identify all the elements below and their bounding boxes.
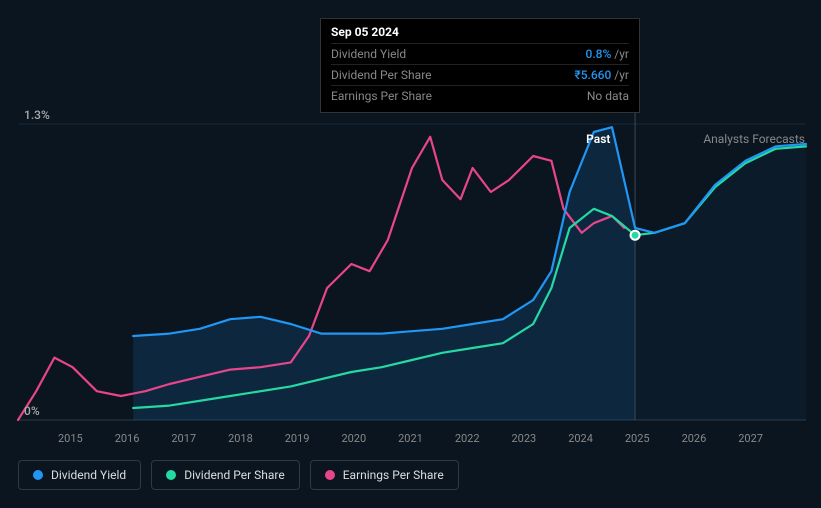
x-axis-tick-label: 2023 [512,432,537,445]
x-axis-tick-label: 2022 [455,432,480,445]
tooltip-row-value: 0.8% /yr [586,47,629,61]
legend-item-label: Earnings Per Share [343,468,444,482]
tooltip-row: Dividend Yield 0.8% /yr [331,43,629,64]
y-axis-min-label: 0% [24,404,40,418]
legend-dot-icon [33,470,43,480]
tooltip-row: Earnings Per Share No data [331,85,629,106]
tooltip-row-label: Dividend Yield [331,47,406,61]
cursor-dot-icon [631,231,640,240]
legend-item-label: Dividend Yield [51,468,126,482]
legend-item[interactable]: Dividend Yield [18,460,141,490]
x-axis-tick-label: 2016 [115,432,140,445]
y-axis-max-label: 1.3% [24,108,50,122]
tooltip-row-value: ₹5.660 /yr [574,68,629,82]
x-axis-tick-label: 2025 [625,432,650,445]
legend-item-label: Dividend Per Share [184,468,285,482]
x-axis-tick-label: 2026 [682,432,707,445]
tooltip-date: Sep 05 2024 [331,25,629,43]
legend-item[interactable]: Dividend Per Share [151,460,300,490]
x-axis-tick-label: 2020 [341,432,366,445]
x-axis-tick-label: 2024 [568,432,593,445]
legend-dot-icon [166,470,176,480]
region-forecast-label: Analysts Forecasts [703,132,805,146]
dividend-yield-area-forecast [635,144,806,420]
x-axis: 2015 2016 2017 2018 2019 2020 2021 2022 2023 2024… [18,432,803,445]
tooltip-row-value: No data [587,89,629,103]
dividend-yield-area-past [133,127,635,420]
region-labels: Past Analysts Forecasts [0,132,805,146]
chart-tooltip: Sep 05 2024 Dividend Yield0.8% /yrDivide… [320,18,640,113]
chart-legend: Dividend Yield Dividend Per Share Earnings… [18,460,459,490]
x-axis-tick-label: 2019 [285,432,310,445]
legend-dot-icon [325,470,335,480]
tooltip-row: Dividend Per Share ₹5.660 /yr [331,64,629,85]
x-axis-tick-label: 2018 [228,432,253,445]
x-axis-tick-label: 2017 [171,432,196,445]
x-axis-tick-label: 2027 [738,432,763,445]
region-past-label: Past [586,132,610,146]
tooltip-row-label: Dividend Per Share [331,68,432,82]
dividend-chart: Sep 05 2024 Dividend Yield0.8% /yrDivide… [0,0,821,508]
x-axis-tick-label: 2015 [58,432,83,445]
x-axis-tick-label: 2021 [398,432,423,445]
legend-item[interactable]: Earnings Per Share [310,460,459,490]
tooltip-row-label: Earnings Per Share [331,89,432,103]
